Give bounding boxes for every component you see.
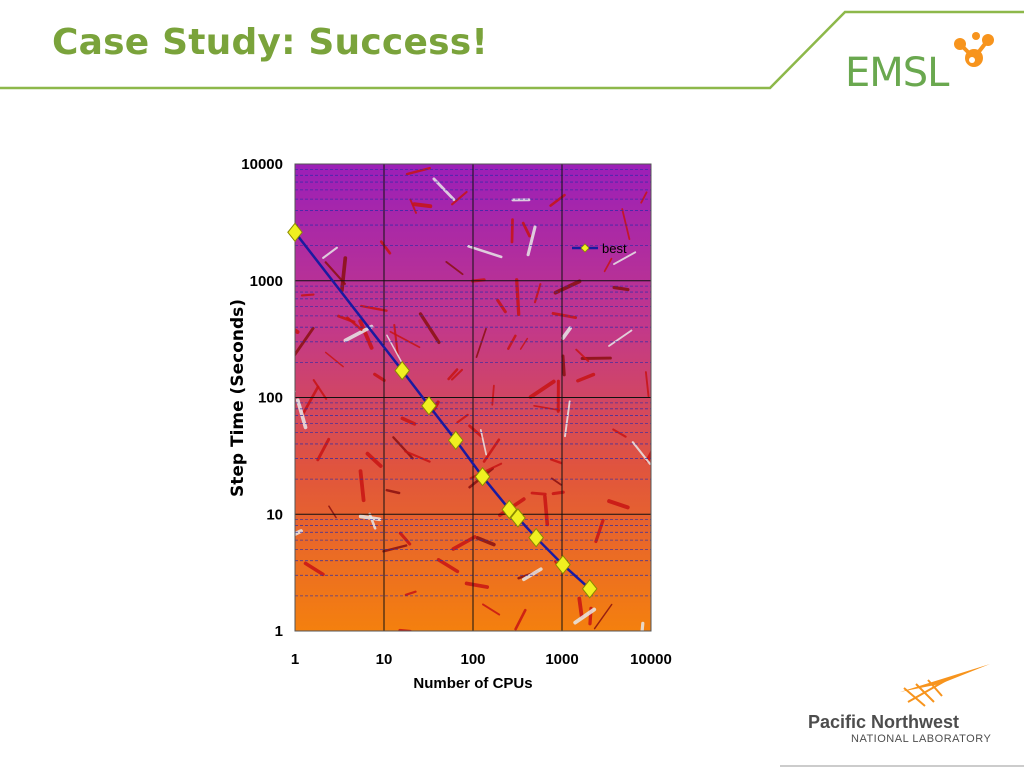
page-title: Case Study: Success!: [52, 22, 488, 63]
y-tick-label: 1: [275, 623, 283, 640]
data-point: [581, 578, 598, 599]
legend: best: [572, 241, 627, 256]
series-line: [294, 231, 591, 590]
y-tick-label: 10000: [241, 156, 283, 173]
x-tick-label: 10000: [630, 651, 672, 668]
pnnl-name: Pacific Northwest: [808, 712, 960, 732]
header-divider: [0, 10, 1024, 90]
data-point: [510, 508, 526, 528]
data-point: [394, 360, 411, 381]
y-tick-label: 100: [258, 390, 283, 407]
y-tick-labels: 1 10 100 1000 10000: [241, 156, 283, 640]
wing-icon: [900, 664, 990, 707]
footer-divider: [780, 765, 1024, 767]
x-tick-labels: 1 10 100 1000 10000: [291, 651, 672, 668]
emsl-wordmark: EMSL: [845, 50, 949, 96]
data-point: [447, 430, 464, 451]
y-tick-label: 10: [266, 506, 283, 523]
legend-label: best: [602, 241, 627, 256]
data-point: [555, 554, 571, 575]
molecule-icon: [954, 32, 994, 67]
step-time-chart: 1 10 100 1000 10000 1 10 100 1000 10000 best Num…: [228, 156, 672, 692]
x-tick-label: 100: [460, 651, 485, 668]
x-tick-label: 1: [291, 651, 299, 668]
legend-marker: [580, 243, 590, 253]
data-point: [474, 466, 491, 487]
data-point: [421, 395, 437, 416]
y-tick-label: 1000: [250, 273, 283, 290]
series-best: [287, 222, 598, 599]
y-axis-label: Step Time (Seconds): [228, 299, 248, 497]
data-point: [287, 222, 303, 243]
pnnl-subtitle: NATIONAL LABORATORY: [851, 733, 992, 745]
data-point: [501, 499, 518, 520]
data-point: [528, 527, 544, 548]
grid-lines: [294, 163, 652, 632]
x-tick-label: 1000: [545, 651, 578, 668]
x-tick-label: 10: [376, 651, 393, 668]
x-axis-label: Number of CPUs: [413, 675, 532, 692]
